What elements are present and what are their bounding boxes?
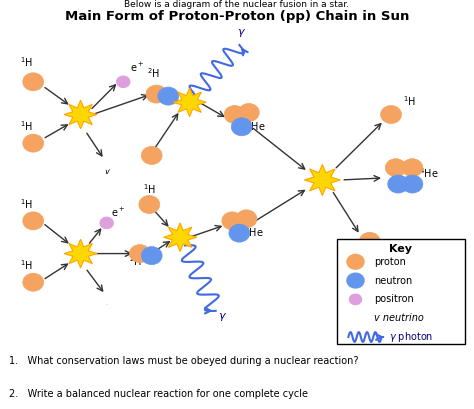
Circle shape (402, 159, 423, 177)
Circle shape (100, 293, 113, 304)
Circle shape (388, 175, 409, 193)
Polygon shape (304, 164, 340, 196)
Circle shape (236, 210, 257, 228)
Text: v: v (104, 167, 109, 176)
Circle shape (224, 106, 245, 124)
Text: $^1$H: $^1$H (143, 182, 156, 196)
Polygon shape (64, 239, 97, 268)
Text: $^1$H: $^1$H (19, 258, 33, 272)
Polygon shape (164, 223, 197, 252)
Circle shape (141, 247, 162, 265)
Text: $^1$H: $^1$H (19, 197, 33, 211)
Text: $^1$H: $^1$H (382, 238, 395, 252)
Text: $\gamma$: $\gamma$ (237, 27, 246, 39)
Text: $^1$H: $^1$H (403, 94, 417, 108)
Circle shape (146, 85, 167, 103)
Circle shape (347, 254, 364, 269)
Circle shape (100, 158, 113, 169)
Text: $^3$He: $^3$He (246, 119, 266, 133)
Circle shape (23, 134, 44, 152)
Circle shape (23, 212, 44, 230)
Circle shape (141, 146, 162, 164)
Text: Below is a diagram of the nuclear fusion in a star.: Below is a diagram of the nuclear fusion… (125, 0, 349, 9)
Circle shape (23, 73, 44, 91)
Circle shape (100, 217, 113, 229)
Circle shape (129, 245, 150, 263)
Circle shape (222, 212, 243, 230)
Polygon shape (64, 100, 97, 129)
Circle shape (347, 273, 364, 288)
Circle shape (139, 196, 160, 213)
Circle shape (229, 224, 250, 242)
Circle shape (117, 76, 130, 88)
Circle shape (238, 103, 259, 121)
Text: e$^+$: e$^+$ (130, 61, 145, 74)
Circle shape (23, 273, 44, 291)
Text: e$^+$: e$^+$ (111, 206, 126, 219)
Text: $^4$He: $^4$He (419, 166, 439, 180)
Circle shape (231, 118, 252, 136)
Text: Main Form of Proton-Proton (pp) Chain in Sun: Main Form of Proton-Proton (pp) Chain in… (65, 10, 409, 23)
Circle shape (385, 159, 406, 177)
Text: 2.   Write a balanced nuclear reaction for one complete cycle: 2. Write a balanced nuclear reaction for… (9, 389, 309, 398)
Text: 1.   What conservation laws must be obeyed during a nuclear reaction?: 1. What conservation laws must be obeyed… (9, 356, 359, 366)
Text: $\gamma$ photon: $\gamma$ photon (389, 330, 433, 344)
Text: neutron: neutron (374, 276, 413, 285)
Circle shape (158, 87, 179, 105)
Circle shape (349, 313, 362, 324)
Text: proton: proton (374, 257, 406, 267)
Text: positron: positron (374, 294, 414, 304)
Text: $^2$H: $^2$H (147, 66, 161, 80)
Circle shape (359, 232, 380, 250)
Text: $^1$H: $^1$H (143, 152, 156, 166)
Text: $^1$H: $^1$H (19, 119, 33, 133)
Polygon shape (173, 88, 206, 117)
Text: $^2$H: $^2$H (128, 254, 142, 268)
Text: $^1$H: $^1$H (19, 56, 33, 70)
Circle shape (349, 294, 362, 305)
Text: $^3$He: $^3$He (244, 225, 264, 239)
Circle shape (381, 106, 401, 124)
Text: v: v (104, 298, 109, 307)
FancyBboxPatch shape (337, 239, 465, 344)
Text: v neutrino: v neutrino (374, 313, 424, 323)
Circle shape (402, 175, 423, 193)
Text: $\gamma$: $\gamma$ (218, 311, 228, 323)
Text: Key: Key (389, 244, 412, 254)
